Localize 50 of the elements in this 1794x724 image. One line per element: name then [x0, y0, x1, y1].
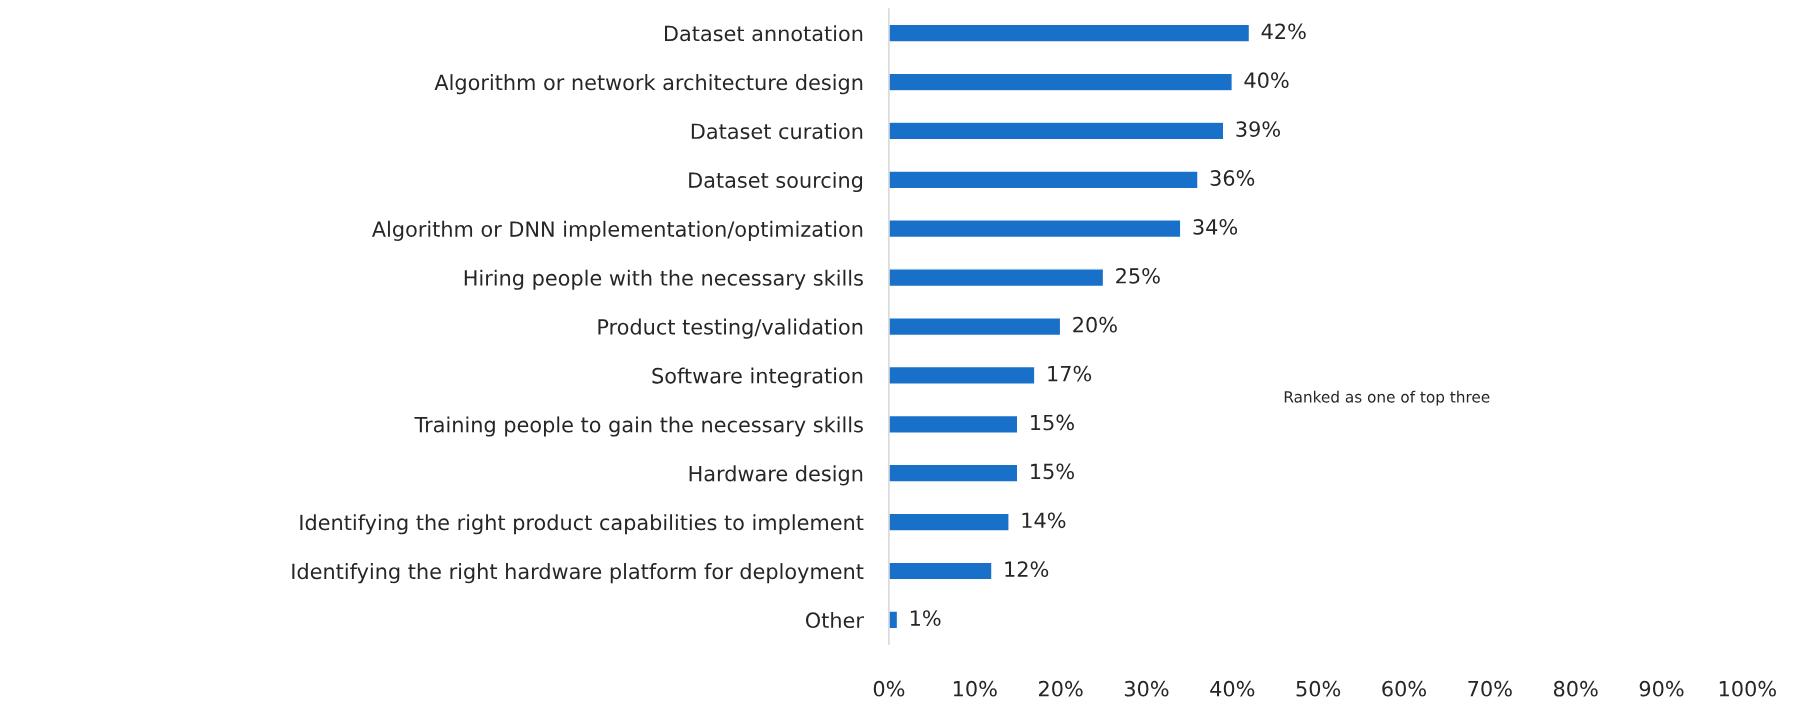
x-tick-label: 100%: [1719, 680, 1776, 697]
data-label: 14%: [1022, 512, 1066, 529]
y-tick-label: Hiring people with the necessary skills: [464, 269, 863, 290]
x-tick-label: 60%: [1382, 680, 1426, 697]
data-label: 15%: [1031, 463, 1074, 480]
y-tick-label: Hardware design: [689, 465, 863, 486]
data-label: 42%: [1261, 23, 1306, 40]
y-tick-label: Identifying the right hardware platform for deployment: [292, 563, 864, 584]
y-tick-label: Software integration: [652, 367, 863, 388]
bar: [888, 23, 1251, 43]
x-tick-label: 50%: [1296, 680, 1341, 697]
y-tick-label: Dataset annotation: [665, 25, 863, 42]
data-label: 25%: [1116, 267, 1160, 284]
x-tick-label: 40%: [1210, 680, 1255, 697]
y-tick-label: Training people to gain the necessary skills: [414, 416, 863, 437]
y-tick-label: Identifying the right product capabilities to implement: [300, 514, 864, 535]
bar: [888, 463, 1019, 483]
data-label: 40%: [1244, 72, 1289, 89]
data-label: 12%: [1005, 561, 1049, 578]
data-label: 36%: [1210, 170, 1255, 186]
data-label: 20%: [1073, 316, 1117, 333]
bar: [888, 121, 1225, 141]
data-label: 34%: [1193, 219, 1238, 235]
bar: [888, 72, 1233, 92]
x-tick-label: 10%: [953, 680, 997, 697]
data-label: 17%: [1048, 365, 1092, 382]
bar: [888, 317, 1062, 337]
y-tick-label: Algorithm or network architecture design: [434, 74, 863, 95]
bar: [888, 268, 1105, 288]
y-tick-label: Dataset curation: [691, 123, 863, 140]
bar: [888, 561, 993, 581]
x-tick-label: 20%: [1038, 680, 1083, 697]
x-tick-label: 30%: [1124, 680, 1169, 697]
bar: [888, 170, 1199, 190]
y-tick-label: Dataset sourcing: [689, 171, 863, 193]
y-tick-label: Algorithm or DNN implementation/optimization: [371, 220, 863, 241]
x-tick-label: 70%: [1468, 680, 1512, 697]
data-label: 15%: [1031, 414, 1074, 431]
annotation: Ranked as one of top three: [1284, 390, 1490, 406]
bar: [888, 512, 1010, 532]
bar: [888, 365, 1036, 385]
data-label: 1%: [910, 610, 941, 626]
x-tick-label: 90%: [1639, 680, 1684, 697]
y-tick-label: Product testing/validation: [598, 318, 863, 339]
bar: [888, 414, 1019, 434]
y-tick-label: Other: [805, 612, 864, 629]
data-label: 39%: [1236, 121, 1280, 137]
bar: [888, 219, 1182, 239]
x-tick-label: 0%: [873, 680, 905, 697]
x-tick-label: 80%: [1553, 680, 1598, 697]
